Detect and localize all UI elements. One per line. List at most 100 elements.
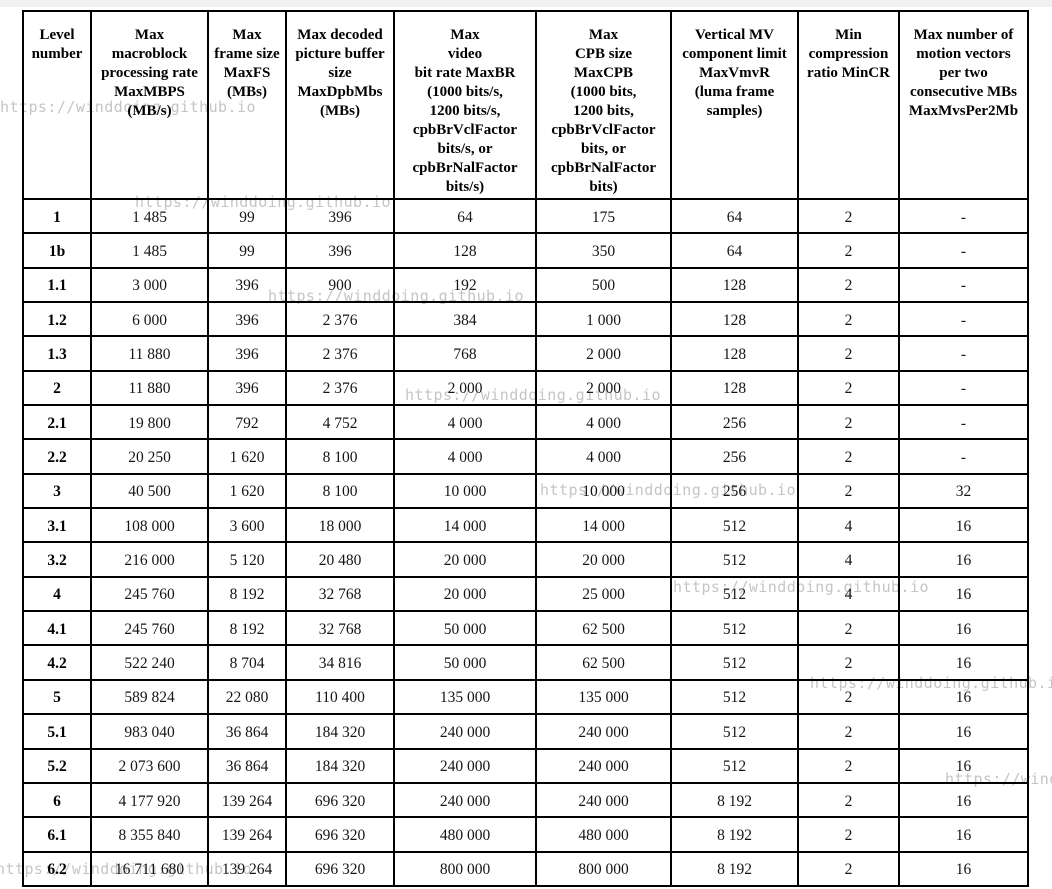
column-header-max-vmvr: Vertical MV component limit MaxVmvR (lum…: [670, 10, 799, 200]
value-cell: 128: [393, 232, 537, 269]
value-cell: 8 192: [670, 781, 799, 819]
level-cell: 1.1: [22, 266, 92, 304]
table-row: 4.2 522 240 8 704 34 816 50 000 62 500 512 2 16: [22, 644, 1029, 681]
value-cell: 2: [797, 438, 900, 475]
top-band: [0, 0, 1052, 7]
value-cell: 4: [797, 507, 900, 544]
table-row: 2 11 880 396 2 376 2 000 2 000 128 2-: [22, 369, 1029, 407]
value-cell: 256: [670, 404, 799, 441]
value-cell: 396: [207, 301, 287, 338]
value-cell: 11 880: [90, 369, 209, 407]
value-cell: -: [898, 197, 1029, 235]
value-cell: 175: [535, 197, 672, 235]
column-header-max-dpb-mbs: Max decoded picture buffer size MaxDpbMb…: [285, 10, 395, 200]
value-cell: 3 000: [90, 266, 209, 304]
value-cell: 10 000: [393, 472, 537, 510]
value-cell: 2 073 600: [90, 747, 209, 784]
value-cell: 50 000: [393, 644, 537, 681]
value-cell: 18 000: [285, 507, 395, 544]
table-row: 1b 1 485 99 396 128 350 64 2-: [22, 232, 1029, 269]
value-cell: 522 240: [90, 644, 209, 681]
value-cell: 22 080: [207, 678, 287, 716]
value-cell: 900: [285, 266, 395, 304]
value-cell: 16: [898, 644, 1029, 681]
value-cell: 2: [797, 610, 900, 647]
value-cell: 64: [670, 197, 799, 235]
value-cell: 696 320: [285, 781, 395, 819]
value-cell: 11 880: [90, 335, 209, 372]
value-cell: 240 000: [393, 781, 537, 819]
value-cell: 62 500: [535, 610, 672, 647]
value-cell: 32 768: [285, 610, 395, 647]
value-cell: 240 000: [393, 747, 537, 784]
value-cell: 110 400: [285, 678, 395, 716]
h264-levels-table: Level number Max macroblock processing r…: [22, 10, 1029, 887]
level-cell: 3.2: [22, 541, 92, 578]
value-cell: 36 864: [207, 713, 287, 750]
value-cell: 2 000: [393, 369, 537, 407]
value-cell: -: [898, 335, 1029, 372]
value-cell: 2 376: [285, 301, 395, 338]
value-cell: 240 000: [535, 713, 672, 750]
value-cell: 512: [670, 541, 799, 578]
value-cell: 8 355 840: [90, 816, 209, 853]
value-cell: 1 000: [535, 301, 672, 338]
value-cell: 512: [670, 610, 799, 647]
value-cell: 396: [207, 369, 287, 407]
level-cell: 1b: [22, 232, 92, 269]
value-cell: 20 000: [535, 541, 672, 578]
value-cell: 1 485: [90, 232, 209, 269]
value-cell: 16: [898, 678, 1029, 716]
value-cell: 800 000: [535, 850, 672, 887]
level-cell: 5.1: [22, 713, 92, 750]
value-cell: 2: [797, 335, 900, 372]
table-row: 6.2 16 711 680 139 264 696 320 800 000 800 00…: [22, 850, 1029, 887]
value-cell: 1 620: [207, 438, 287, 475]
value-cell: 350: [535, 232, 672, 269]
level-cell: 6.2: [22, 850, 92, 887]
value-cell: 512: [670, 678, 799, 716]
value-cell: 139 264: [207, 816, 287, 853]
table-row: 3.1 108 000 3 600 18 000 14 000 14 000 512 4 16: [22, 507, 1029, 544]
value-cell: 396: [285, 197, 395, 235]
value-cell: 16: [898, 610, 1029, 647]
table-row: 4.1 245 760 8 192 32 768 50 000 62 500 512 2 16: [22, 610, 1029, 647]
value-cell: 4 177 920: [90, 781, 209, 819]
level-cell: 4.2: [22, 644, 92, 681]
value-cell: 64: [393, 197, 537, 235]
value-cell: 2: [797, 816, 900, 853]
value-cell: 512: [670, 507, 799, 544]
value-cell: 4: [797, 541, 900, 578]
value-cell: 108 000: [90, 507, 209, 544]
value-cell: 2: [797, 404, 900, 441]
level-cell: 2.1: [22, 404, 92, 441]
value-cell: 40 500: [90, 472, 209, 510]
value-cell: 25 000: [535, 575, 672, 613]
value-cell: 396: [207, 266, 287, 304]
level-cell: 3.1: [22, 507, 92, 544]
value-cell: 20 000: [393, 541, 537, 578]
value-cell: 135 000: [535, 678, 672, 716]
value-cell: 2: [797, 644, 900, 681]
value-cell: 14 000: [535, 507, 672, 544]
value-cell: 480 000: [393, 816, 537, 853]
value-cell: 19 800: [90, 404, 209, 441]
value-cell: -: [898, 438, 1029, 475]
column-header-max-br: Max video bit rate MaxBR (1000 bits/s, 1…: [393, 10, 537, 200]
value-cell: 2: [797, 369, 900, 407]
column-header-max-fs: Max frame size MaxFS (MBs): [207, 10, 287, 200]
value-cell: 696 320: [285, 816, 395, 853]
value-cell: 396: [285, 232, 395, 269]
value-cell: 8 100: [285, 438, 395, 475]
value-cell: 192: [393, 266, 537, 304]
value-cell: 245 760: [90, 610, 209, 647]
value-cell: 2: [797, 781, 900, 819]
value-cell: -: [898, 232, 1029, 269]
table-row: 6.1 8 355 840 139 264 696 320 480 000 480 000…: [22, 816, 1029, 853]
value-cell: 16: [898, 507, 1029, 544]
value-cell: 2 000: [535, 369, 672, 407]
column-header-max-mbps: Max macroblock processing rate MaxMBPS (…: [90, 10, 209, 200]
table-row: 2.2 20 250 1 620 8 100 4 000 4 000 256 2-: [22, 438, 1029, 475]
